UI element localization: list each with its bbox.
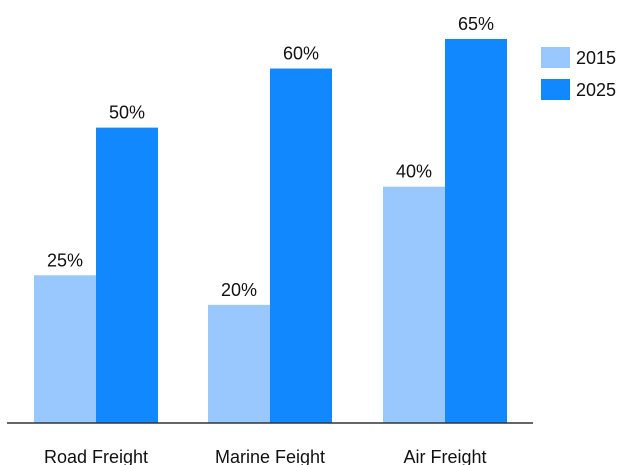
value-label-2025-1: 60% — [283, 44, 319, 64]
bar-2025-2 — [445, 39, 507, 423]
category-label-1: Marine Feight — [215, 447, 325, 465]
value-label-2025-0: 50% — [109, 103, 145, 123]
bar-2025-0 — [96, 127, 158, 423]
legend: 2015 2025 — [541, 47, 616, 100]
bar-2015-1 — [208, 304, 270, 423]
legend-swatch-2025 — [541, 79, 570, 100]
value-label-2015-2: 40% — [396, 162, 432, 182]
value-labels-layer: 25% 50% 20% 60% 40% 65% — [47, 14, 494, 300]
bar-2015-0 — [34, 275, 96, 423]
bars-layer — [34, 39, 507, 424]
legend-label-2015: 2015 — [576, 48, 616, 68]
value-label-2025-2: 65% — [458, 14, 494, 34]
bar-2025-1 — [270, 68, 332, 424]
category-labels-layer: Road Freight Marine Feight Air Freight — [44, 447, 487, 465]
legend-label-2025: 2025 — [576, 80, 616, 100]
legend-swatch-2015 — [541, 47, 570, 68]
category-label-2: Air Freight — [403, 447, 486, 465]
value-label-2015-1: 20% — [221, 280, 257, 300]
value-label-2015-0: 25% — [47, 250, 83, 270]
bar-2015-2 — [383, 186, 445, 423]
category-label-0: Road Freight — [44, 447, 148, 465]
